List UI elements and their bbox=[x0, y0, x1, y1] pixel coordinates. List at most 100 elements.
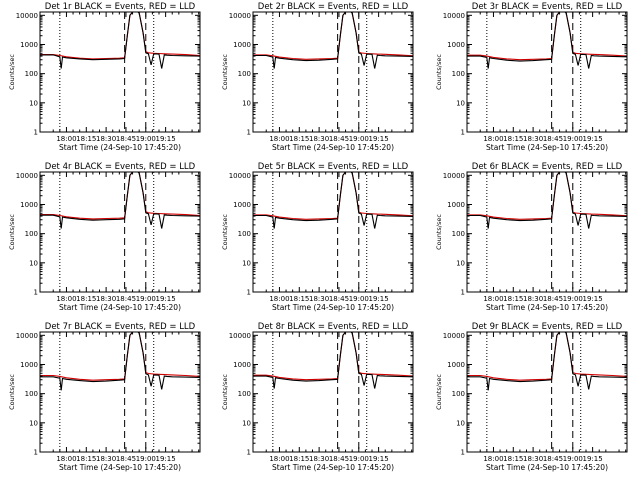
y-tick-label: 100 bbox=[25, 390, 38, 398]
y-tick-label: 100 bbox=[25, 70, 38, 78]
y-tick-label: 1000 bbox=[447, 361, 465, 369]
x-tick-label: 19:00 bbox=[563, 455, 583, 463]
x-tick-label: 19:15 bbox=[583, 295, 603, 303]
x-tick-label: 18:00 bbox=[269, 295, 289, 303]
y-tick-label: 10000 bbox=[443, 332, 465, 340]
series-lld-line bbox=[253, 332, 413, 381]
x-tick-label: 18:45 bbox=[116, 455, 136, 463]
y-tick-label: 10000 bbox=[229, 332, 251, 340]
x-tick-label: 18:15 bbox=[76, 455, 96, 463]
plot-title: Det 7r BLACK = Events, RED = LLD bbox=[45, 322, 196, 332]
x-tick-label: 18:30 bbox=[523, 295, 543, 303]
series-lld-line bbox=[40, 172, 200, 220]
subplot-3: 1 10 100 1000 10000 18:00 18:15 18:30 18:45 19:00… bbox=[435, 2, 628, 152]
x-tick-label: 19:15 bbox=[369, 135, 389, 143]
y-tick-label: 1 bbox=[34, 289, 38, 297]
subplot-6: 1 10 100 1000 10000 18:00 18:15 18:30 18:45 19:00… bbox=[435, 162, 628, 312]
y-tick-label: 10000 bbox=[229, 12, 251, 20]
x-tick-label: 19:00 bbox=[349, 455, 369, 463]
y-tick-label: 1 bbox=[247, 129, 251, 137]
plot-title: Det 8r BLACK = Events, RED = LLD bbox=[258, 322, 409, 332]
y-axis-label: Counts/sec bbox=[8, 214, 16, 250]
x-tick-label: 18:00 bbox=[56, 455, 76, 463]
y-axis-label: Counts/sec bbox=[435, 214, 443, 250]
y-tick-label: 10000 bbox=[16, 12, 38, 20]
y-tick-label: 1000 bbox=[20, 201, 38, 209]
x-tick-label: 18:30 bbox=[96, 455, 116, 463]
y-tick-label: 10000 bbox=[16, 332, 38, 340]
x-axis-label: Start Time (24-Sep-10 17:45:20) bbox=[59, 303, 181, 312]
y-tick-label: 10 bbox=[456, 419, 465, 427]
x-axis-label: Start Time (24-Sep-10 17:45:20) bbox=[59, 463, 181, 472]
x-tick-label: 19:00 bbox=[349, 135, 369, 143]
y-tick-label: 1000 bbox=[447, 201, 465, 209]
plot-title: Det 5r BLACK = Events, RED = LLD bbox=[258, 162, 409, 172]
y-tick-label: 10000 bbox=[443, 12, 465, 20]
y-tick-label: 1 bbox=[461, 449, 465, 457]
plot-frame bbox=[252, 171, 414, 293]
y-tick-label: 100 bbox=[238, 390, 251, 398]
series-events-line bbox=[40, 12, 200, 69]
series-events-line bbox=[467, 12, 627, 69]
subplot-5: 1 10 100 1000 10000 18:00 18:15 18:30 18:45 19:00… bbox=[221, 162, 414, 312]
x-tick-label: 18:00 bbox=[483, 295, 503, 303]
series-events-line bbox=[253, 12, 413, 69]
x-axis-label: Start Time (24-Sep-10 17:45:20) bbox=[272, 463, 394, 472]
subplot-7: 1 10 100 1000 10000 18:00 18:15 18:30 18:45 19:00… bbox=[8, 322, 201, 472]
series-lld-line bbox=[253, 172, 413, 220]
plot-title: Det 1r BLACK = Events, RED = LLD bbox=[45, 2, 196, 12]
x-tick-label: 18:45 bbox=[543, 135, 563, 143]
y-axis-label: Counts/sec bbox=[435, 374, 443, 410]
x-tick-label: 19:15 bbox=[156, 135, 176, 143]
y-tick-label: 1000 bbox=[233, 361, 251, 369]
plot-frame bbox=[466, 171, 628, 293]
y-tick-label: 100 bbox=[452, 230, 465, 238]
y-axis-label: Counts/sec bbox=[435, 54, 443, 90]
x-tick-label: 19:15 bbox=[156, 455, 176, 463]
x-tick-label: 19:15 bbox=[583, 135, 603, 143]
x-tick-label: 18:15 bbox=[76, 295, 96, 303]
x-tick-label: 19:15 bbox=[583, 455, 603, 463]
series-lld-line bbox=[467, 332, 627, 381]
y-tick-label: 10 bbox=[242, 99, 251, 107]
subplot-1: 1 10 100 1000 10000 18:00 18:15 18:30 18:45 19:00… bbox=[8, 2, 201, 152]
x-tick-label: 19:00 bbox=[136, 295, 156, 303]
x-tick-label: 18:00 bbox=[269, 135, 289, 143]
x-tick-label: 18:30 bbox=[96, 135, 116, 143]
series-events-line bbox=[253, 332, 413, 389]
subplot-8: 1 10 100 1000 10000 18:00 18:15 18:30 18:45 19:00… bbox=[221, 322, 414, 472]
y-tick-label: 1000 bbox=[20, 361, 38, 369]
x-tick-label: 18:45 bbox=[329, 295, 349, 303]
y-tick-label: 1000 bbox=[233, 41, 251, 49]
series-events-line bbox=[40, 172, 200, 229]
x-tick-label: 18:30 bbox=[309, 135, 329, 143]
y-tick-label: 100 bbox=[452, 390, 465, 398]
plot-frame bbox=[466, 331, 628, 453]
x-tick-label: 18:00 bbox=[483, 455, 503, 463]
y-tick-label: 1000 bbox=[233, 201, 251, 209]
y-tick-label: 10 bbox=[29, 259, 38, 267]
y-axis-label: Counts/sec bbox=[221, 214, 229, 250]
y-tick-label: 1 bbox=[461, 289, 465, 297]
y-tick-label: 10000 bbox=[443, 172, 465, 180]
x-tick-label: 18:15 bbox=[289, 455, 309, 463]
y-tick-label: 1000 bbox=[447, 41, 465, 49]
x-tick-label: 18:00 bbox=[56, 135, 76, 143]
y-tick-label: 10 bbox=[456, 259, 465, 267]
x-tick-label: 18:45 bbox=[329, 135, 349, 143]
x-tick-label: 18:15 bbox=[289, 135, 309, 143]
x-tick-label: 18:45 bbox=[116, 135, 136, 143]
y-tick-label: 10000 bbox=[16, 172, 38, 180]
x-tick-label: 18:45 bbox=[543, 455, 563, 463]
plot-frame bbox=[39, 331, 201, 453]
x-axis-label: Start Time (24-Sep-10 17:45:20) bbox=[272, 143, 394, 152]
y-tick-label: 10 bbox=[29, 99, 38, 107]
x-tick-label: 18:30 bbox=[309, 295, 329, 303]
plot-title: Det 2r BLACK = Events, RED = LLD bbox=[258, 2, 409, 12]
x-tick-label: 18:45 bbox=[543, 295, 563, 303]
y-tick-label: 1 bbox=[247, 449, 251, 457]
series-lld-line bbox=[467, 172, 627, 220]
subplot-9: 1 10 100 1000 10000 18:00 18:15 18:30 18:45 19:00… bbox=[435, 322, 628, 472]
y-tick-label: 1 bbox=[34, 449, 38, 457]
